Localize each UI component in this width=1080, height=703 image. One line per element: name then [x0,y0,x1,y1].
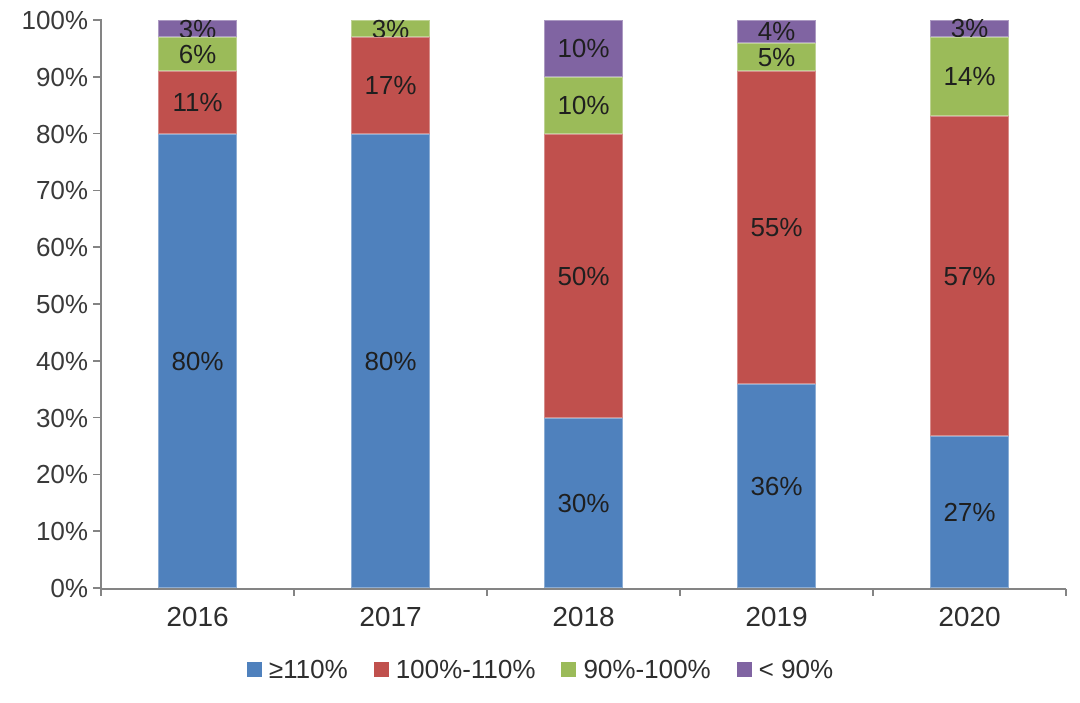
bar-value-label: 10% [557,90,610,121]
y-axis-tick [93,132,101,135]
bar-value-label: 80% [171,345,224,376]
bar-2019: 36% 55% 5% 4% [737,16,816,588]
legend-item-label: 100%-110% [395,653,536,684]
bar-value-label: 17% [364,70,417,101]
legend-item: < 90% [736,653,834,685]
bar-segment: 80% [351,133,430,588]
bar-segment: 55% [737,71,816,384]
bar-value-label: 6% [178,39,217,70]
y-axis-tick-label: 80% [35,118,88,149]
bar-segment: 17% [351,37,430,134]
x-axis-tick [293,589,295,596]
x-axis-tick [486,589,488,596]
y-axis-tick-label: 10% [35,516,88,547]
bar-2016: 80% 11% 6% 3% [158,16,237,588]
x-axis-category-label: 2016 [166,601,229,632]
bar-segment: 50% [544,133,623,418]
x-axis-tick [1065,589,1067,596]
bar-2018: 30% 50% 10% 10% [544,20,623,588]
bar-segment: 27% [930,436,1009,588]
bar-value-label: 10% [557,33,610,64]
bar-segment: 10% [544,20,623,77]
bar-segment: 4% [737,16,816,47]
y-axis-tick-label: 90% [35,61,88,92]
bar-value-label: 14% [943,61,996,92]
y-axis-tick-label: 100% [21,5,89,35]
x-axis-tick [679,589,681,596]
bar-value-label: 5% [757,41,796,72]
y-axis-tick-label: 30% [35,402,88,433]
y-axis-tick [93,587,101,589]
x-axis-category-label: 2017 [359,601,422,632]
bar-segment: 80% [158,133,237,588]
y-axis-tick [93,473,101,476]
y-axis-tick-label: 0% [50,573,88,603]
x-axis-category-label: 2018 [552,601,615,632]
legend-color-swatch-icon [373,661,389,677]
bar-segment: 10% [544,76,623,134]
x-axis-category-label: 2019 [745,601,808,632]
y-axis-tick [93,19,101,21]
bar-segment: 6% [158,37,237,72]
legend-item: 90%-100% [561,653,711,685]
bar-segment: 30% [544,417,623,588]
bar-segment: 3% [930,15,1009,41]
y-axis-tick [93,189,101,192]
y-axis-tick [93,530,101,532]
legend-item: ≥110% [246,653,348,685]
legend-item-label: ≥110% [268,653,348,684]
y-axis-tick [93,416,101,419]
bar-value-label: 80% [364,345,417,376]
bar-segment: 11% [158,71,237,134]
legend-color-swatch-icon [561,661,577,677]
bar-value-label: 36% [750,470,803,501]
legend: ≥110% 100%-110% 90%-100% < 90% [0,652,1080,686]
legend-item-label: < 90% [758,653,834,684]
bar-value-label: 50% [557,260,610,291]
y-axis-line [100,19,102,589]
x-axis-category-label: 2020 [938,601,1001,632]
bar-segment: 14% [930,36,1009,116]
y-axis-tick-label: 60% [35,232,88,263]
bar-value-label: 30% [557,487,610,518]
bar-segment: 5% [737,41,816,72]
bar-value-label: 57% [943,260,996,291]
legend-item-label: 90%-100% [583,653,711,684]
y-axis-tick [93,360,101,362]
legend-color-swatch-icon [736,661,752,677]
legend-item: 100%-110% [373,653,536,685]
y-axis-tick [93,303,101,305]
y-axis-tick-label: 50% [35,289,88,319]
y-axis-tick [93,246,101,248]
bar-segment: 3% [351,16,430,42]
x-axis-tick [872,589,874,596]
legend-color-swatch-icon [246,661,262,677]
bar-segment: 36% [737,383,816,588]
x-axis-line [100,588,1066,590]
y-axis-tick-label: 20% [35,459,88,490]
bar-value-label: 4% [757,16,796,47]
bar-segment: 3% [158,16,237,42]
x-axis-tick [100,589,102,596]
bar-value-label: 27% [943,497,996,528]
y-axis-tick-label: 40% [35,345,88,376]
y-axis-tick [93,76,101,78]
y-axis-tick-label: 70% [35,175,88,206]
bar-2017: 80% 17% 3% [351,16,430,588]
bar-value-label: 11% [172,87,223,118]
bar-value-label: 55% [750,212,803,243]
bar-segment: 57% [930,115,1009,437]
bar-2020: 27% 57% 14% 3% [930,15,1009,588]
